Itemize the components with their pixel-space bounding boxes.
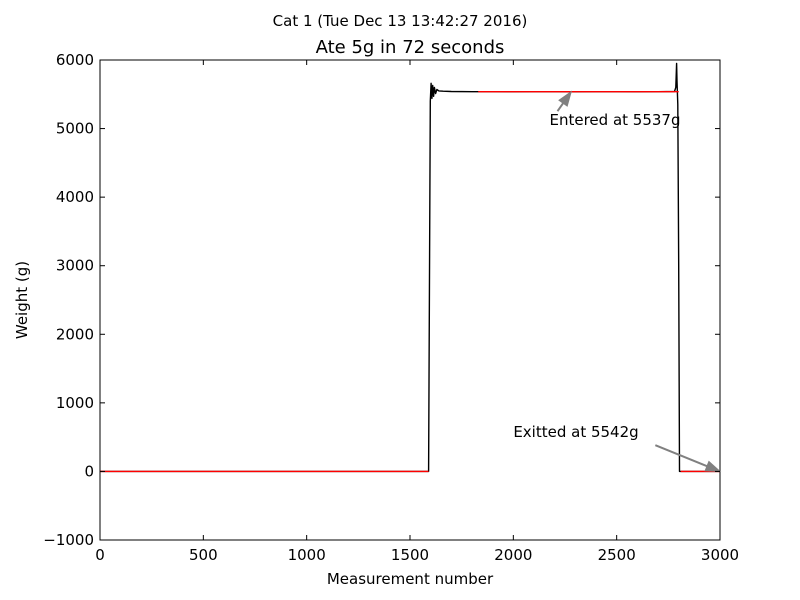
y-tick-label: 5000 — [56, 120, 94, 138]
plot-frame — [99, 59, 721, 541]
x-axis-label: Measurement number — [327, 570, 494, 588]
x-tick-label: 3000 — [701, 546, 739, 564]
chart-suptitle: Cat 1 (Tue Dec 13 13:42:27 2016) — [273, 12, 528, 30]
annotation-arrow-head-1 — [704, 460, 722, 472]
annotation-arrow-shaft-1 — [654, 444, 708, 468]
y-tick-label: 2000 — [56, 325, 94, 343]
y-tick-label: −1000 — [43, 531, 94, 549]
annotation-arrow-shaft-0 — [556, 102, 564, 112]
y-tick-label: 0 — [84, 462, 94, 480]
annotation-text-1: Exitted at 5542g — [513, 423, 638, 441]
x-tick-label: 1000 — [288, 546, 326, 564]
y-tick-label: 4000 — [56, 188, 94, 206]
x-tick-label: 0 — [95, 546, 105, 564]
tick-layer: 0 500 1000 1500 2000 2500 3000−100001000200030… — [43, 51, 739, 564]
x-tick-label: 2000 — [494, 546, 532, 564]
series-layer — [100, 62, 720, 473]
plot-area: Entered at 5537g Exitted at 5542g 0 500 100… — [43, 51, 739, 564]
annotation-layer: Entered at 5537g Exitted at 5542g — [513, 90, 722, 472]
y-tick-label: 3000 — [56, 257, 94, 275]
y-tick-label: 1000 — [56, 394, 94, 412]
chart-title: Ate 5g in 72 seconds — [316, 37, 505, 58]
annotation-text-0: Entered at 5537g — [550, 111, 681, 129]
y-tick-label: 6000 — [56, 51, 94, 69]
x-tick-label: 2500 — [598, 546, 636, 564]
x-tick-label: 500 — [189, 546, 218, 564]
annotation-arrow-head-0 — [558, 90, 573, 107]
x-tick-label: 1500 — [391, 546, 429, 564]
y-axis-label: Weight (g) — [13, 261, 31, 339]
